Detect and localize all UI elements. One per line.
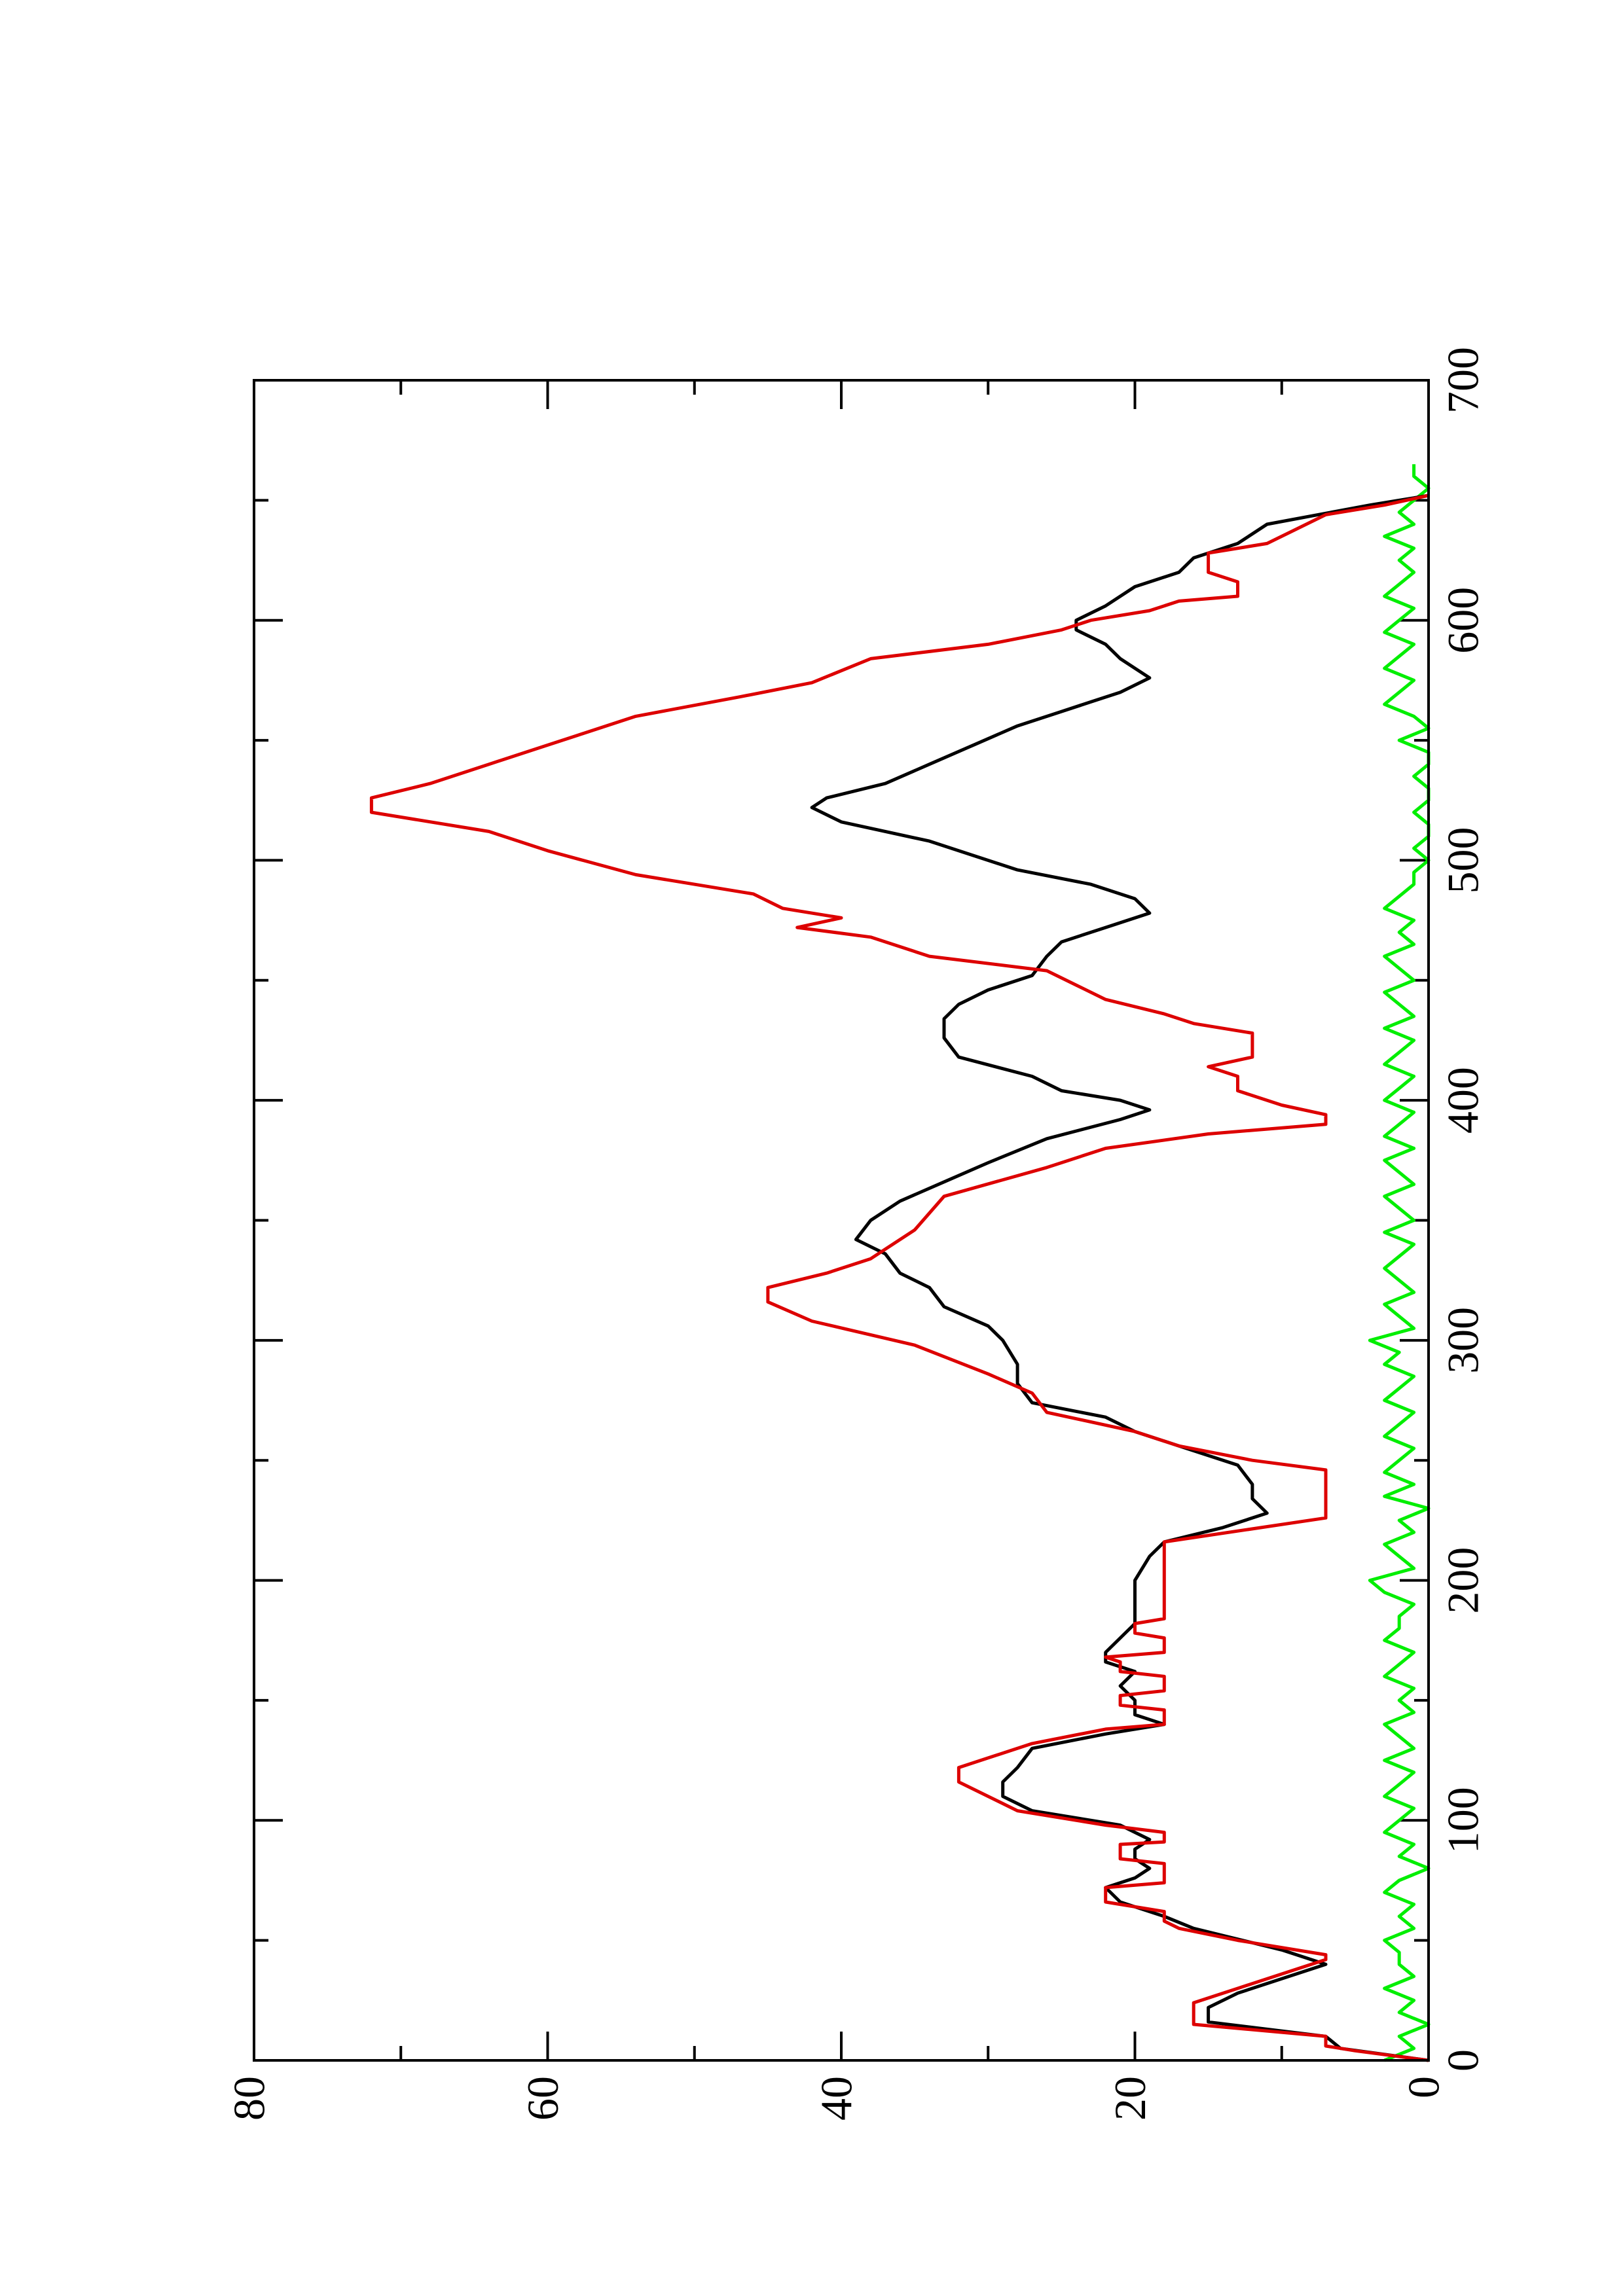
y-tick-label: 20 — [1105, 2076, 1155, 2121]
y-tick-label: 80 — [225, 2076, 274, 2121]
series-line — [1368, 464, 1431, 2062]
plot-area: 0 100 200 300 400 500 600 700 0 20 40 60 80 — [225, 347, 1488, 2121]
series-line — [810, 493, 1429, 2062]
x-tick-label: 100 — [1438, 1787, 1488, 1854]
x-tick-label: 300 — [1438, 1307, 1488, 1374]
x-tick-label: 700 — [1438, 347, 1488, 414]
x-tick-label: 200 — [1438, 1547, 1488, 1614]
x-tick-label: 600 — [1438, 587, 1488, 654]
y-tick-label: 0 — [1399, 2076, 1449, 2098]
x-tick-label: 400 — [1438, 1067, 1488, 1134]
x-tick-label: 0 — [1438, 2049, 1488, 2072]
y-tick-label: 40 — [812, 2076, 862, 2121]
y-tick-label: 60 — [518, 2076, 568, 2121]
x-tick-label: 500 — [1438, 827, 1488, 893]
plot-frame — [253, 379, 1430, 2062]
series-line — [369, 493, 1429, 2062]
